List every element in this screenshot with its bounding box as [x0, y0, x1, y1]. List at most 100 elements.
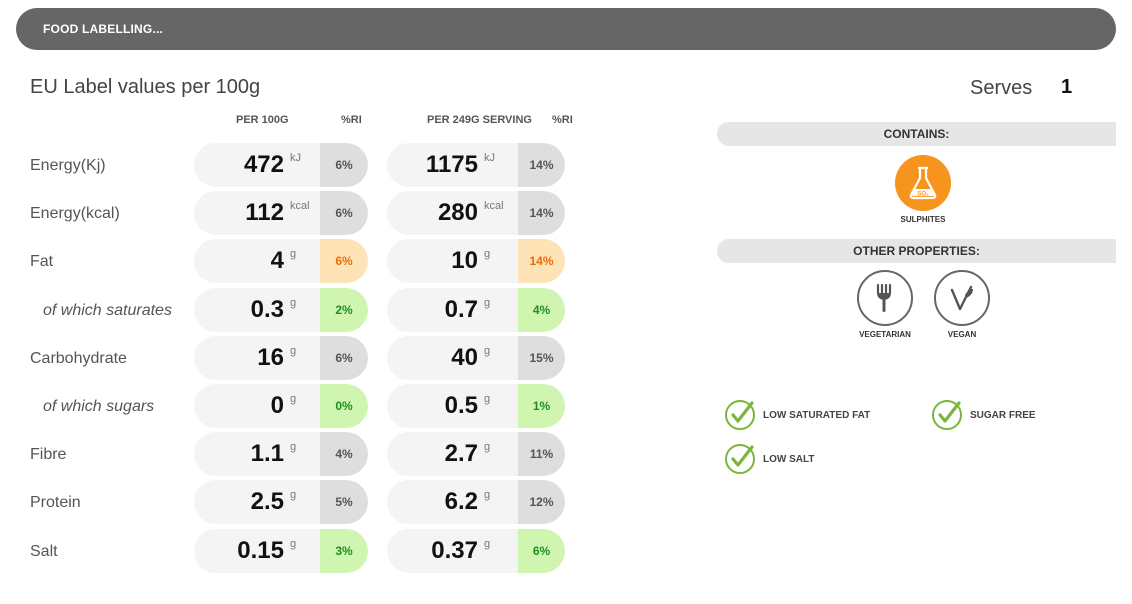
per-serving-ri: 4% — [518, 288, 565, 332]
per-100g-value-pill: 16 g 6% — [194, 336, 368, 380]
property-label-vegetarian: VEGETARIAN — [859, 330, 911, 339]
allergen-badge-sulphites: SO₂ SULPHITES — [887, 155, 959, 224]
nutrient-label: of which sugars — [43, 398, 155, 415]
nutrient-label: Carbohydrate — [30, 350, 127, 367]
serves-value: 1 — [1061, 76, 1073, 98]
per-100g-value-pill: 112 kcal 6% — [194, 191, 368, 235]
per-serving-unit: g — [484, 538, 491, 550]
per-100g-value-pill: 1.1 g 4% — [194, 432, 368, 476]
property-badge-vegan: VEGAN — [929, 270, 995, 339]
per-serving-value-pill: 6.2 g 12% — [387, 480, 565, 524]
nutrient-label: Fat — [30, 253, 54, 270]
claim-label: LOW SATURATED FAT — [763, 409, 871, 421]
per-100g-unit: g — [290, 345, 297, 357]
nutrition-row: Carbohydrate 16 g 6% 40 g 15% — [0, 336, 700, 380]
per-serving-value-pill: 1175 kJ 14% — [387, 143, 565, 187]
per-100g-unit: kcal — [290, 200, 310, 212]
claim-low-saturated-fat: LOW SATURATED FAT — [725, 400, 870, 430]
column-header-ri-serving: %RI — [552, 114, 573, 126]
per-100g-ri: 0% — [320, 384, 368, 428]
per-100g-ri: 2% — [320, 288, 368, 332]
per-serving-value-pill: 2.7 g 11% — [387, 432, 565, 476]
per-serving-unit: g — [484, 297, 491, 309]
per-serving-value: 1175 — [425, 151, 478, 178]
per-serving-value: 0.5 — [444, 392, 478, 419]
serves-label: Serves — [970, 77, 1033, 99]
vegan-leaf-icon — [934, 270, 990, 326]
per-serving-unit: kJ — [484, 152, 495, 164]
per-serving-value: 10 — [451, 247, 478, 274]
per-100g-unit: g — [290, 489, 297, 501]
per-serving-unit: g — [484, 393, 491, 405]
per-serving-value: 0.37 — [431, 537, 478, 564]
nutrition-row: Energy(kcal) 112 kcal 6% 280 kcal 14% — [0, 191, 700, 235]
contains-section-header: CONTAINS: — [717, 122, 1116, 146]
per-100g-unit: g — [290, 248, 297, 260]
claim-label: SUGAR FREE — [970, 409, 1036, 421]
nutrient-label: Energy(Kj) — [30, 157, 106, 174]
per-serving-ri: 14% — [518, 239, 565, 283]
nutrition-row: Protein 2.5 g 5% 6.2 g 12% — [0, 480, 700, 524]
claim-low-salt: LOW SALT — [725, 444, 814, 474]
per-100g-unit: g — [290, 538, 297, 550]
per-100g-value: 0 — [270, 392, 284, 419]
per-serving-value-pill: 0.37 g 6% — [387, 529, 565, 573]
food-labelling-header[interactable]: FOOD LABELLING... — [16, 8, 1116, 50]
per-serving-ri: 11% — [518, 432, 565, 476]
nutrition-row: Fibre 1.1 g 4% 2.7 g 11% — [0, 432, 700, 476]
per-serving-value-pill: 10 g 14% — [387, 239, 565, 283]
per-serving-unit: g — [484, 489, 491, 501]
per-100g-ri: 3% — [320, 529, 368, 573]
per-100g-value: 112 — [245, 199, 284, 226]
per-100g-value: 2.5 — [250, 488, 284, 515]
per-100g-unit: g — [290, 441, 297, 453]
nutrition-row: of which sugars 0 g 0% 0.5 g 1% — [0, 384, 700, 428]
sulphites-flask-icon: SO₂ — [895, 155, 951, 211]
check-circle-icon — [725, 400, 755, 430]
column-header-ri-100g: %RI — [341, 114, 362, 126]
per-serving-value: 0.7 — [444, 296, 478, 323]
per-serving-ri: 12% — [518, 480, 565, 524]
other-properties-section-header: OTHER PROPERTIES: — [717, 239, 1116, 263]
per-100g-value-pill: 4 g 6% — [194, 239, 368, 283]
per-100g-value-pill: 0.3 g 2% — [194, 288, 368, 332]
per-100g-value-pill: 472 kJ 6% — [194, 143, 368, 187]
per-100g-value: 16 — [257, 344, 284, 371]
per-serving-unit: kcal — [484, 200, 504, 212]
per-serving-unit: g — [484, 248, 491, 260]
per-serving-value-pill: 0.5 g 1% — [387, 384, 565, 428]
per-serving-unit: g — [484, 441, 491, 453]
per-100g-ri: 6% — [320, 143, 368, 187]
vegetarian-carrot-fork-icon — [857, 270, 913, 326]
per-serving-unit: g — [484, 345, 491, 357]
per-100g-value: 0.15 — [237, 537, 284, 564]
per-serving-value-pill: 40 g 15% — [387, 336, 565, 380]
nutrition-row: Salt 0.15 g 3% 0.37 g 6% — [0, 529, 700, 573]
per-100g-ri: 4% — [320, 432, 368, 476]
claim-label: LOW SALT — [763, 453, 815, 465]
per-serving-value-pill: 280 kcal 14% — [387, 191, 565, 235]
per-100g-value-pill: 0.15 g 3% — [194, 529, 368, 573]
header-title: FOOD LABELLING... — [43, 22, 164, 36]
property-label-vegan: VEGAN — [947, 330, 977, 339]
per-100g-unit: kJ — [290, 152, 301, 164]
per-100g-value: 472 — [243, 151, 284, 178]
per-100g-unit: g — [290, 297, 297, 309]
check-circle-icon — [932, 400, 962, 430]
per-serving-ri: 15% — [518, 336, 565, 380]
nutrient-label: of which saturates — [43, 302, 172, 319]
per-serving-ri: 14% — [518, 143, 565, 187]
allergen-label: SULPHITES — [900, 215, 946, 224]
nutrition-row: Energy(Kj) 472 kJ 6% 1175 kJ 14% — [0, 143, 700, 187]
per-100g-value-pill: 2.5 g 5% — [194, 480, 368, 524]
per-serving-value: 40 — [451, 344, 478, 371]
nutrition-row: of which saturates 0.3 g 2% 0.7 g 4% — [0, 288, 700, 332]
per-100g-value: 0.3 — [250, 296, 284, 323]
check-circle-icon — [725, 444, 755, 474]
per-100g-ri: 6% — [320, 239, 368, 283]
label-heading: EU Label values per 100g — [30, 76, 261, 98]
per-100g-value: 1.1 — [250, 440, 284, 467]
nutrient-label: Fibre — [30, 446, 67, 463]
per-serving-ri: 6% — [518, 529, 565, 573]
per-100g-ri: 6% — [320, 336, 368, 380]
